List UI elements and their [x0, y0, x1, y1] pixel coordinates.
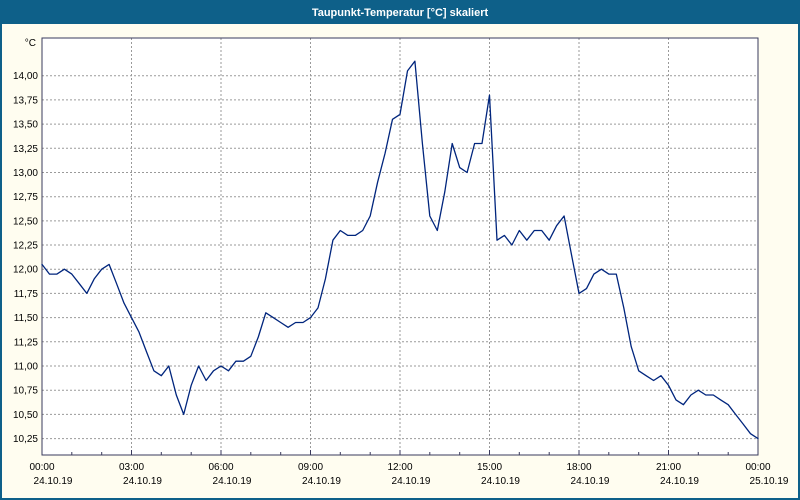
- svg-text:14,00: 14,00: [13, 71, 38, 82]
- chart-area: 14,00 13,75 13,50 13,25 13,00 12,75 12,50 12,25…: [2, 24, 798, 498]
- svg-text:24.10.19: 24.10.19: [392, 476, 431, 487]
- svg-text:12,00: 12,00: [13, 265, 38, 276]
- title-bar: Taupunkt-Temperatur [°C] skaliert: [2, 2, 798, 24]
- svg-text:11,75: 11,75: [14, 289, 39, 300]
- svg-text:11,00: 11,00: [14, 362, 39, 373]
- svg-text:°C: °C: [25, 38, 36, 49]
- svg-text:06:00: 06:00: [208, 462, 233, 473]
- svg-text:24.10.19: 24.10.19: [123, 476, 162, 487]
- svg-text:09:00: 09:00: [298, 462, 323, 473]
- svg-text:12,25: 12,25: [13, 241, 38, 252]
- svg-text:00:00: 00:00: [745, 462, 770, 473]
- svg-text:11,50: 11,50: [14, 313, 39, 324]
- svg-text:12:00: 12:00: [387, 462, 412, 473]
- dew-point-line-chart: 14,00 13,75 13,50 13,25 13,00 12,75 12,50 12,25…: [13, 37, 789, 487]
- svg-text:10,75: 10,75: [13, 386, 38, 397]
- chart-title: Taupunkt-Temperatur [°C] skaliert: [311, 7, 489, 19]
- svg-text:24.10.19: 24.10.19: [34, 476, 73, 487]
- svg-text:11,25: 11,25: [14, 337, 39, 348]
- svg-text:10,50: 10,50: [13, 410, 38, 421]
- svg-text:13,75: 13,75: [13, 95, 38, 106]
- svg-text:12,50: 12,50: [13, 216, 38, 227]
- svg-text:24.10.19: 24.10.19: [571, 476, 610, 487]
- svg-text:10,25: 10,25: [13, 434, 38, 445]
- svg-text:24.10.19: 24.10.19: [660, 476, 699, 487]
- svg-text:24.10.19: 24.10.19: [213, 476, 252, 487]
- svg-text:03:00: 03:00: [119, 462, 144, 473]
- svg-text:24.10.19: 24.10.19: [481, 476, 520, 487]
- svg-text:15:00: 15:00: [477, 462, 502, 473]
- svg-text:13,25: 13,25: [13, 144, 38, 155]
- svg-text:00:00: 00:00: [29, 462, 54, 473]
- svg-text:18:00: 18:00: [566, 462, 591, 473]
- svg-text:25.10.19: 25.10.19: [750, 476, 789, 487]
- svg-text:21:00: 21:00: [656, 462, 681, 473]
- svg-text:13,00: 13,00: [13, 168, 38, 179]
- svg-text:24.10.19: 24.10.19: [302, 476, 341, 487]
- svg-text:12,75: 12,75: [13, 192, 38, 203]
- svg-text:13,50: 13,50: [13, 120, 38, 131]
